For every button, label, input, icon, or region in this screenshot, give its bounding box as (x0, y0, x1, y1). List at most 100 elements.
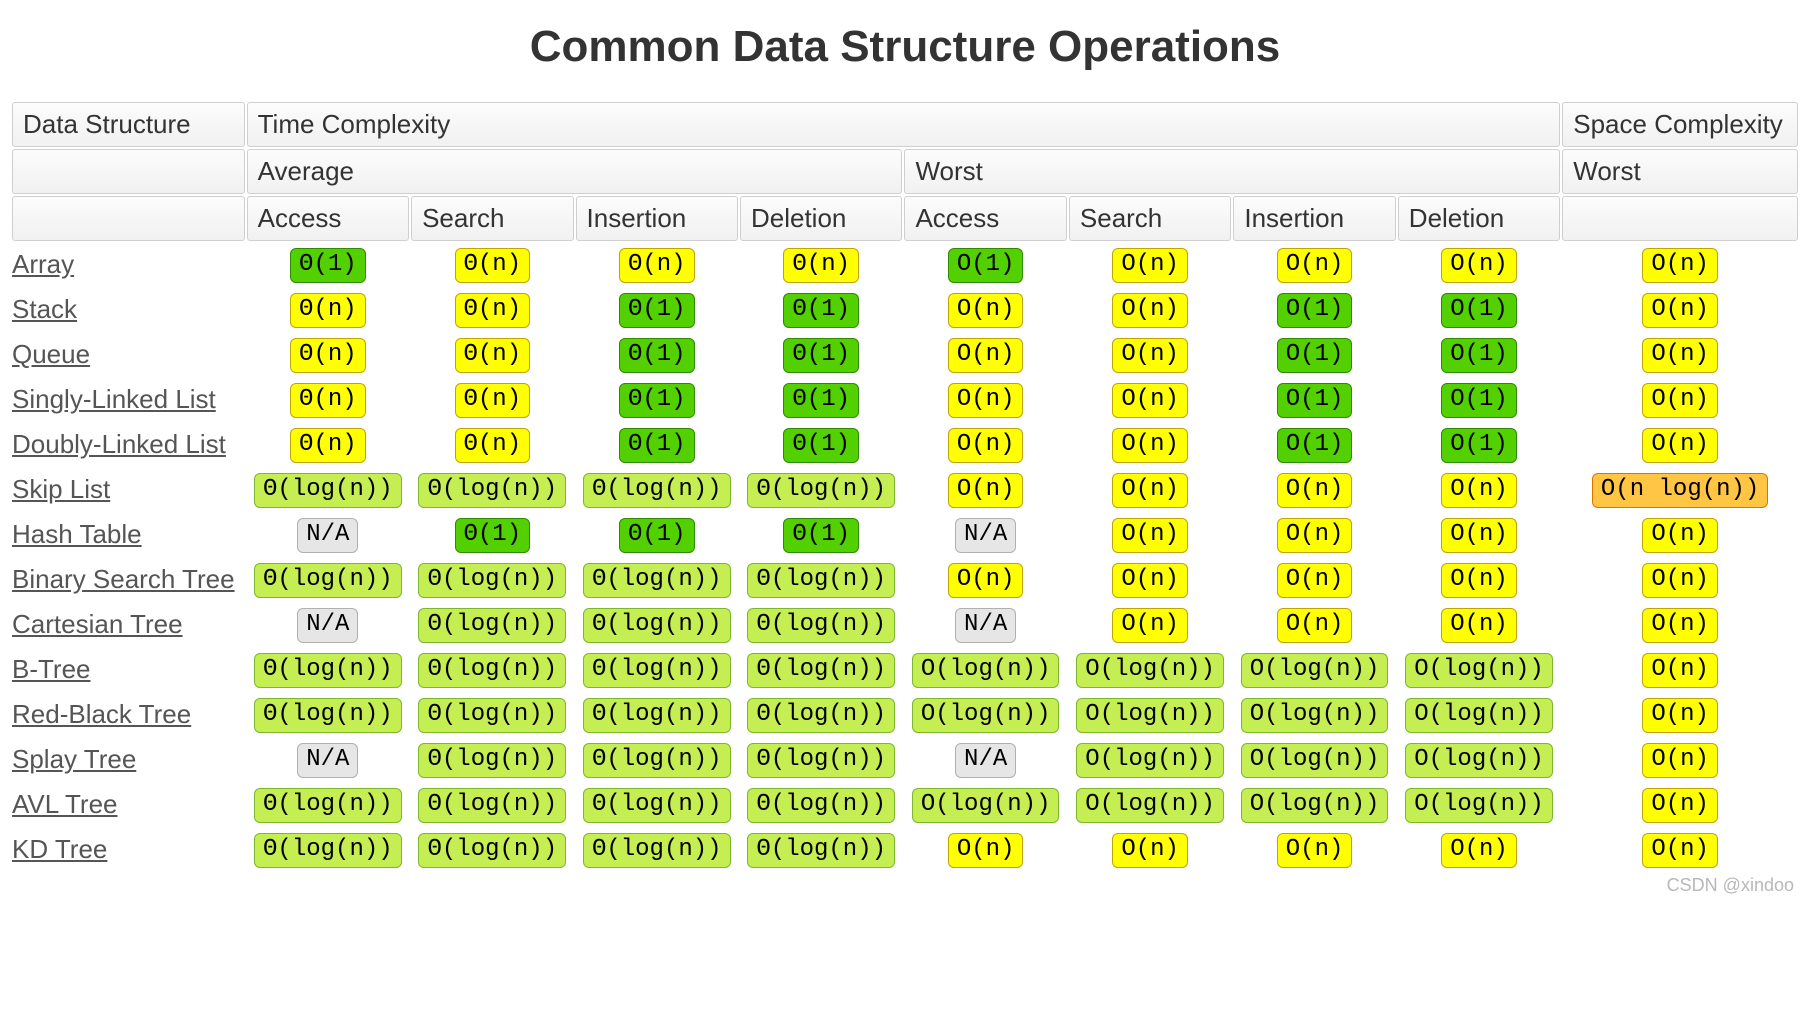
complexity-chip: O(log(n)) (1405, 743, 1553, 778)
complexity-chip: O(n) (948, 293, 1024, 328)
complexity-chip: O(n) (948, 338, 1024, 373)
table-row: Doubly-Linked ListΘ(n)Θ(n)Θ(1)Θ(1)O(n)O(… (12, 423, 1798, 466)
data-structure-link[interactable]: Skip List (12, 474, 110, 504)
complexity-cell: O(n) (1233, 603, 1395, 646)
complexity-chip: O(log(n)) (1241, 743, 1389, 778)
complexity-chip: O(n log(n)) (1592, 473, 1768, 508)
complexity-chip: Θ(log(n)) (747, 653, 895, 688)
data-structure-link[interactable]: Singly-Linked List (12, 384, 216, 414)
complexity-chip: O(1) (1441, 293, 1517, 328)
data-structure-link[interactable]: B-Tree (12, 654, 91, 684)
complexity-cell: O(n) (1069, 603, 1231, 646)
complexity-cell: O(n) (1069, 558, 1231, 601)
complexity-chip: O(n) (1642, 518, 1718, 553)
complexity-chip: O(n) (948, 473, 1024, 508)
data-structure-link[interactable]: Binary Search Tree (12, 564, 235, 594)
table-row: QueueΘ(n)Θ(n)Θ(1)Θ(1)O(n)O(n)O(1)O(1)O(n… (12, 333, 1798, 376)
complexity-cell: O(n) (904, 423, 1066, 466)
complexity-chip: O(n) (1642, 653, 1718, 688)
table-row: B-TreeΘ(log(n))Θ(log(n))Θ(log(n))Θ(log(n… (12, 648, 1798, 691)
complexity-chip: Θ(1) (619, 338, 695, 373)
complexity-chip: Θ(n) (290, 338, 366, 373)
complexity-cell: Θ(log(n)) (411, 738, 573, 781)
complexity-cell: Θ(log(n)) (576, 558, 738, 601)
table-row: Hash TableN/AΘ(1)Θ(1)Θ(1)N/AO(n)O(n)O(n)… (12, 513, 1798, 556)
complexity-chip: O(n) (1277, 563, 1353, 598)
header-cell: Average (247, 149, 903, 194)
complexity-chip: Θ(1) (619, 293, 695, 328)
complexity-cell: O(1) (1398, 423, 1560, 466)
complexity-chip: Θ(1) (783, 383, 859, 418)
header-cell: Worst (1562, 149, 1798, 194)
complexity-cell: O(n) (904, 378, 1066, 421)
complexity-chip: O(log(n)) (1241, 698, 1389, 733)
complexity-chip: O(n) (1642, 608, 1718, 643)
data-structure-link[interactable]: AVL Tree (12, 789, 118, 819)
data-structure-link[interactable]: Queue (12, 339, 90, 369)
complexity-cell: O(n) (1069, 243, 1231, 286)
complexity-chip: Θ(log(n)) (747, 608, 895, 643)
complexity-cell: Θ(n) (247, 423, 409, 466)
complexity-cell: Θ(1) (576, 423, 738, 466)
complexity-chip: Θ(n) (455, 293, 531, 328)
complexity-cell: O(n) (1562, 828, 1798, 871)
complexity-chip: O(n) (1642, 833, 1718, 868)
data-structure-link[interactable]: Hash Table (12, 519, 142, 549)
complexity-chip: Θ(1) (783, 518, 859, 553)
data-structure-link[interactable]: Array (12, 249, 74, 279)
data-structure-link[interactable]: Stack (12, 294, 77, 324)
complexity-cell: O(1) (1233, 423, 1395, 466)
complexity-chip: Θ(1) (783, 293, 859, 328)
complexity-chip: O(n) (1112, 248, 1188, 283)
data-structure-name-cell: Doubly-Linked List (12, 423, 245, 466)
complexity-chip: O(log(n)) (912, 788, 1060, 823)
complexity-cell: Θ(n) (247, 333, 409, 376)
header-row: Data StructureTime ComplexitySpace Compl… (12, 102, 1798, 147)
complexity-chip: O(1) (1277, 293, 1353, 328)
complexity-chip: O(1) (948, 248, 1024, 283)
complexity-cell: O(n) (1233, 828, 1395, 871)
complexity-chip: O(n) (1441, 563, 1517, 598)
data-structure-link[interactable]: Cartesian Tree (12, 609, 183, 639)
table-row: Splay TreeN/AΘ(log(n))Θ(log(n))Θ(log(n))… (12, 738, 1798, 781)
complexity-cell: O(log(n)) (1069, 648, 1231, 691)
complexity-chip: O(n) (1642, 338, 1718, 373)
complexity-chip: Θ(n) (455, 383, 531, 418)
complexity-chip: N/A (955, 743, 1016, 778)
table-body: ArrayΘ(1)Θ(n)Θ(n)Θ(n)O(1)O(n)O(n)O(n)O(n… (12, 243, 1798, 871)
complexity-chip: N/A (955, 518, 1016, 553)
data-structure-link[interactable]: Red-Black Tree (12, 699, 191, 729)
complexity-cell: Θ(log(n)) (740, 693, 902, 736)
complexity-chip: Θ(log(n)) (254, 563, 402, 598)
data-structure-link[interactable]: KD Tree (12, 834, 107, 864)
complexity-cell: Θ(log(n)) (576, 468, 738, 511)
complexity-chip: Θ(log(n)) (583, 608, 731, 643)
complexity-chip: Θ(1) (455, 518, 531, 553)
complexity-cell: Θ(1) (247, 243, 409, 286)
complexity-chip: N/A (297, 518, 358, 553)
data-structure-name-cell: B-Tree (12, 648, 245, 691)
complexity-chip: O(n) (1112, 563, 1188, 598)
table-row: Red-Black TreeΘ(log(n))Θ(log(n))Θ(log(n)… (12, 693, 1798, 736)
complexity-chip: Θ(n) (619, 248, 695, 283)
data-structure-name-cell: Queue (12, 333, 245, 376)
complexity-chip: O(n) (948, 383, 1024, 418)
complexity-chip: O(n) (1642, 743, 1718, 778)
complexity-chip: O(log(n)) (912, 653, 1060, 688)
complexity-cell: Θ(1) (576, 288, 738, 331)
complexity-cell: O(n) (1069, 423, 1231, 466)
complexity-chip: O(n) (1642, 788, 1718, 823)
complexity-cell: Θ(log(n)) (247, 468, 409, 511)
complexity-chip: Θ(log(n)) (254, 833, 402, 868)
data-structure-link[interactable]: Splay Tree (12, 744, 136, 774)
complexity-chip: Θ(1) (783, 428, 859, 463)
watermark: CSDN @xindoo (10, 873, 1800, 896)
complexity-chip: Θ(1) (619, 428, 695, 463)
complexity-chip: Θ(n) (783, 248, 859, 283)
complexity-cell: O(n) (1562, 693, 1798, 736)
data-structure-link[interactable]: Doubly-Linked List (12, 429, 226, 459)
complexity-cell: Θ(log(n)) (740, 738, 902, 781)
complexity-cell: O(n) (1562, 378, 1798, 421)
complexity-chip: O(n) (1441, 248, 1517, 283)
complexity-chip: Θ(1) (290, 248, 366, 283)
